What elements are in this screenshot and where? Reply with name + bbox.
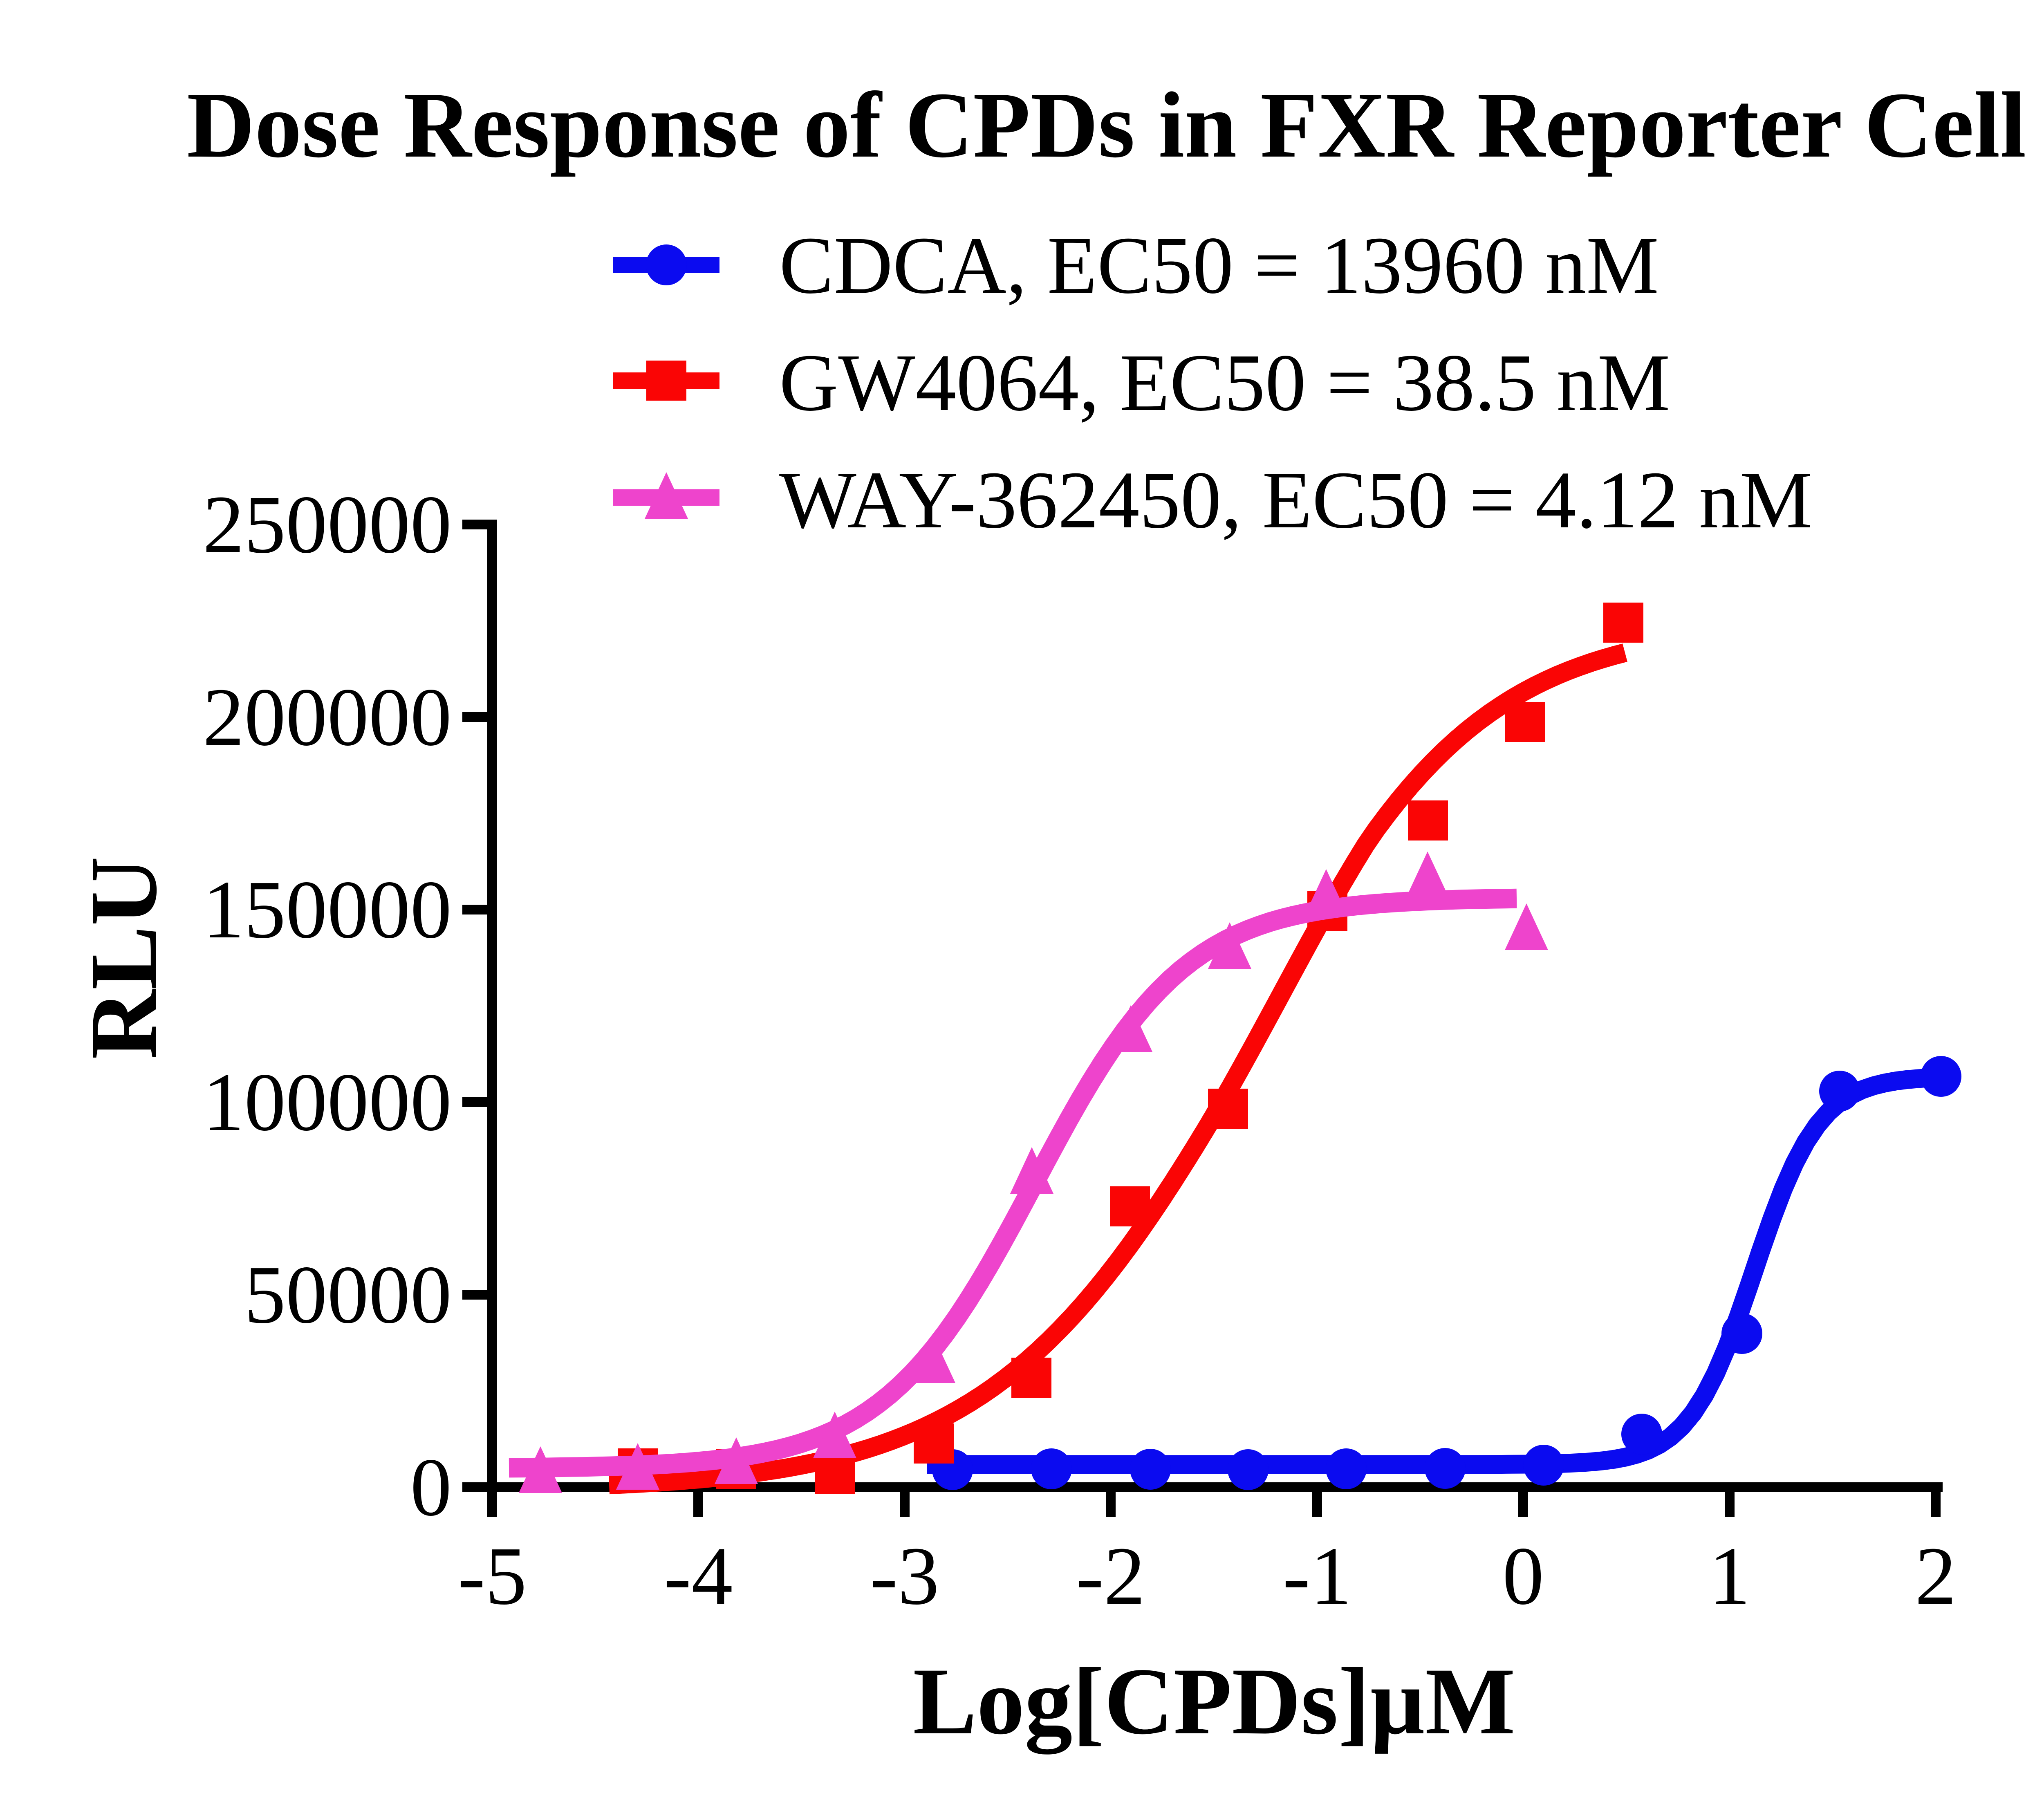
svg-text:-2: -2 — [1076, 1530, 1145, 1622]
svg-text:0: 0 — [1502, 1530, 1544, 1622]
svg-text:100000: 100000 — [203, 1056, 452, 1148]
svg-text:RLU: RLU — [70, 856, 177, 1059]
svg-text:200000: 200000 — [203, 671, 452, 763]
svg-text:250000: 250000 — [203, 478, 452, 570]
svg-text:150000: 150000 — [203, 863, 452, 955]
svg-text:2: 2 — [1915, 1530, 1957, 1622]
svg-text:1: 1 — [1709, 1530, 1750, 1622]
svg-text:-1: -1 — [1282, 1530, 1351, 1622]
svg-text:0: 0 — [410, 1441, 452, 1533]
svg-text:GW4064, EC50 = 38.5 nM: GW4064, EC50 = 38.5 nM — [779, 338, 1670, 428]
svg-text:Dose Response of CPDs in FXR R: Dose Response of CPDs in FXR Reporter Ce… — [187, 73, 2044, 177]
svg-text:Log[CPDs]µM: Log[CPDs]µM — [913, 1648, 1515, 1755]
svg-text:WAY-362450, EC50 = 4.12 nM: WAY-362450, EC50 = 4.12 nM — [779, 455, 1813, 545]
svg-text:-3: -3 — [870, 1530, 939, 1622]
svg-text:-4: -4 — [663, 1530, 733, 1622]
svg-text:50000: 50000 — [244, 1248, 452, 1340]
svg-text:-5: -5 — [457, 1530, 527, 1622]
svg-text:CDCA, EC50 = 13960 nM: CDCA, EC50 = 13960 nM — [779, 220, 1659, 311]
